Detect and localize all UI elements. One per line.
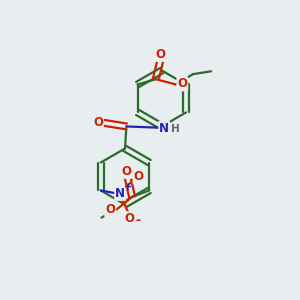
Text: +: +	[124, 182, 132, 192]
Text: -: -	[136, 214, 141, 227]
Text: N: N	[159, 122, 169, 135]
Text: O: O	[156, 48, 166, 61]
Text: O: O	[105, 203, 115, 216]
Text: O: O	[121, 165, 131, 178]
Text: O: O	[124, 212, 135, 225]
Text: O: O	[93, 116, 103, 129]
Text: O: O	[134, 170, 143, 183]
Text: N: N	[115, 187, 125, 200]
Text: O: O	[177, 77, 187, 90]
Text: H: H	[171, 124, 180, 134]
